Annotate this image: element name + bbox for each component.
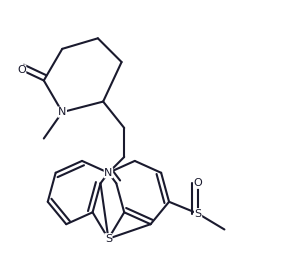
Text: N: N bbox=[104, 168, 113, 178]
Text: N: N bbox=[58, 107, 67, 117]
Text: S: S bbox=[105, 234, 112, 244]
Text: S: S bbox=[194, 209, 202, 219]
Text: O: O bbox=[17, 65, 26, 75]
Text: O: O bbox=[194, 178, 202, 188]
